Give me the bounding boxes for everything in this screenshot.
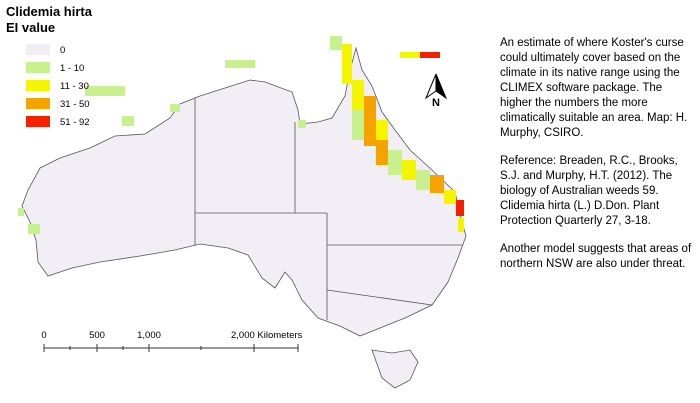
legend-swatch bbox=[26, 80, 50, 91]
scale-bar bbox=[43, 344, 299, 352]
north-arrow: N bbox=[424, 73, 448, 109]
north-label: N bbox=[432, 97, 440, 109]
legend-swatch bbox=[26, 62, 50, 73]
description-paragraph: Another model suggests that areas of nor… bbox=[500, 243, 692, 270]
legend: 0 1 - 10 11 - 30 31 - 50 51 - 92 bbox=[26, 44, 90, 128]
description-paragraph: Reference: Breaden, R.C., Brooks, S.J. a… bbox=[500, 155, 678, 227]
scale-label: 500 bbox=[89, 330, 105, 341]
legend-label: 0 bbox=[60, 45, 65, 56]
legend-label: 11 - 30 bbox=[60, 81, 89, 92]
description-paragraph: An estimate of where Koster's curse coul… bbox=[500, 37, 688, 139]
map: 0 1 - 10 11 - 30 31 - 50 51 - 92 N 0 500 1,000… bbox=[18, 36, 467, 389]
state-borders bbox=[194, 98, 463, 320]
map-subtitle: EI value bbox=[6, 20, 56, 35]
scale-label: 2,000 Kilometers bbox=[231, 330, 303, 341]
legend-swatch bbox=[26, 98, 50, 109]
map-title: Clidemia hirta bbox=[6, 4, 92, 19]
legend-label: 31 - 50 bbox=[60, 99, 90, 110]
legend-swatch bbox=[26, 44, 50, 55]
suitability-cells bbox=[18, 36, 464, 234]
legend-swatch bbox=[26, 116, 50, 127]
scale-label: 1,000 bbox=[137, 330, 161, 341]
description: An estimate of where Koster's curse coul… bbox=[500, 36, 692, 285]
scale-labels: 0 500 1,000 2,000 Kilometers bbox=[41, 330, 302, 341]
legend-label: 51 - 92 bbox=[60, 117, 90, 128]
tasmania bbox=[371, 349, 419, 389]
scale-label: 0 bbox=[41, 330, 46, 341]
legend-label: 1 - 10 bbox=[60, 63, 84, 74]
